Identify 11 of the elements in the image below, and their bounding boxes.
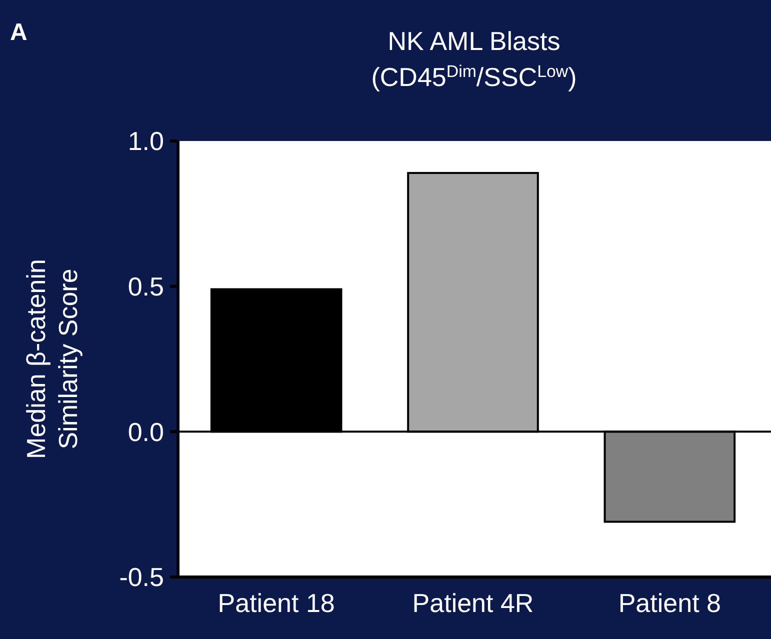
x-tick-label: Patient 18 <box>218 588 335 618</box>
y-axis-title: Median β-catenin Similarity Score <box>21 259 83 459</box>
text: A <box>10 19 28 46</box>
chart-title: NK AML Blasts <box>388 26 560 56</box>
x-tick-label: Patient 4R <box>412 588 534 618</box>
y-tick-label: -0.5 <box>119 562 164 592</box>
y-tick-label: 0.0 <box>128 416 164 447</box>
y-tick-label: 1.0 <box>128 126 164 156</box>
y-tick-label: 0.5 <box>128 271 164 302</box>
chart-subtitle: (CD45$^{Dim}$/SSC$^{Low}$) <box>371 62 577 92</box>
x-tick-label: Patient 8 <box>618 588 721 618</box>
